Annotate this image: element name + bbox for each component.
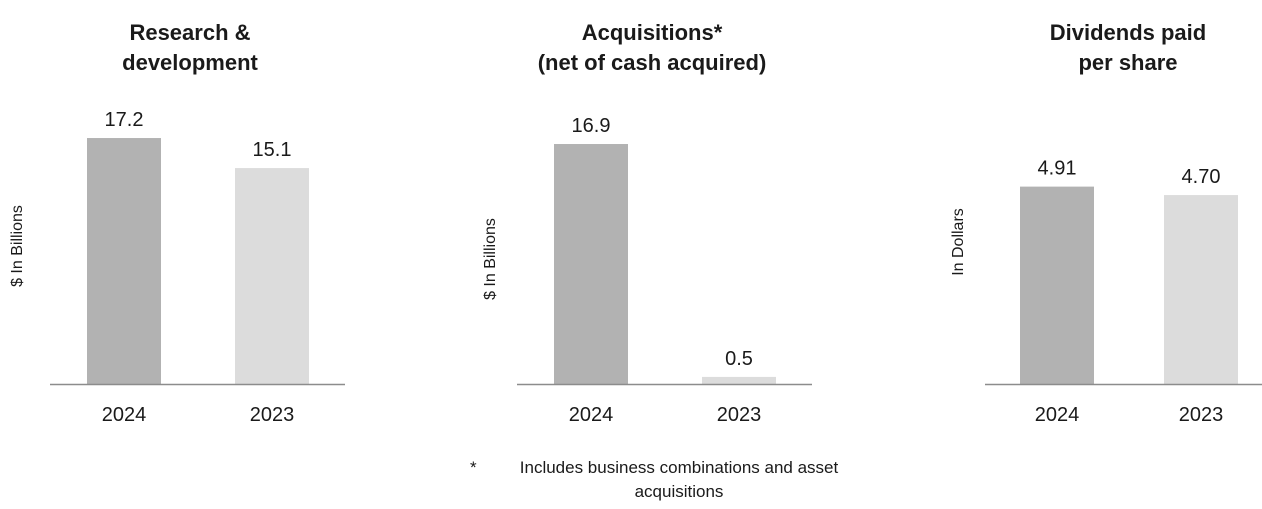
chart-panel-1: Acquisitions* (net of cash acquired) $ In … <box>482 20 812 426</box>
data-label: 4.91 <box>1038 158 1077 180</box>
data-label: 4.70 <box>1182 166 1221 188</box>
chart-title-line: Acquisitions* <box>582 20 723 45</box>
data-label: 15.1 <box>253 139 292 161</box>
chart-title-line: Research & <box>129 20 250 45</box>
footnote-text: Includes business combinations and asset… <box>519 458 839 501</box>
data-label: 17.2 <box>105 109 144 131</box>
x-tick-label: 2024 <box>569 404 614 426</box>
bar-2024 <box>1020 186 1094 384</box>
chart-panel-0: Research & development $ In Billions 17.2 20… <box>9 20 345 426</box>
x-tick-label: 2024 <box>1035 404 1080 426</box>
bar-2024 <box>554 144 628 384</box>
x-tick-label: 2023 <box>1179 404 1224 426</box>
footnote: * Includes business combinations and ass… <box>470 456 850 504</box>
data-label: 16.9 <box>572 115 611 137</box>
x-tick-label: 2023 <box>717 404 762 426</box>
bar-2023 <box>1164 195 1238 384</box>
bar-2023 <box>702 376 776 384</box>
chart-title-line: development <box>122 50 258 75</box>
chart-title-line: (net of cash acquired) <box>538 50 767 75</box>
x-tick-label: 2024 <box>102 404 147 426</box>
bar-2024 <box>87 138 161 384</box>
y-axis-label: $ In Billions <box>9 205 26 287</box>
chart-title-line: per share <box>1078 50 1177 75</box>
footnote-mark: * <box>470 458 477 477</box>
chart-title-line: Dividends paid <box>1050 20 1206 45</box>
chart-panel-2: Dividends paid per share In Dollars 4.91 202… <box>950 20 1262 426</box>
x-tick-label: 2023 <box>250 404 295 426</box>
y-axis-label: $ In Billions <box>482 218 499 300</box>
data-label: 0.5 <box>725 348 753 370</box>
bar-2023 <box>235 168 309 384</box>
y-axis-label: In Dollars <box>950 208 967 276</box>
